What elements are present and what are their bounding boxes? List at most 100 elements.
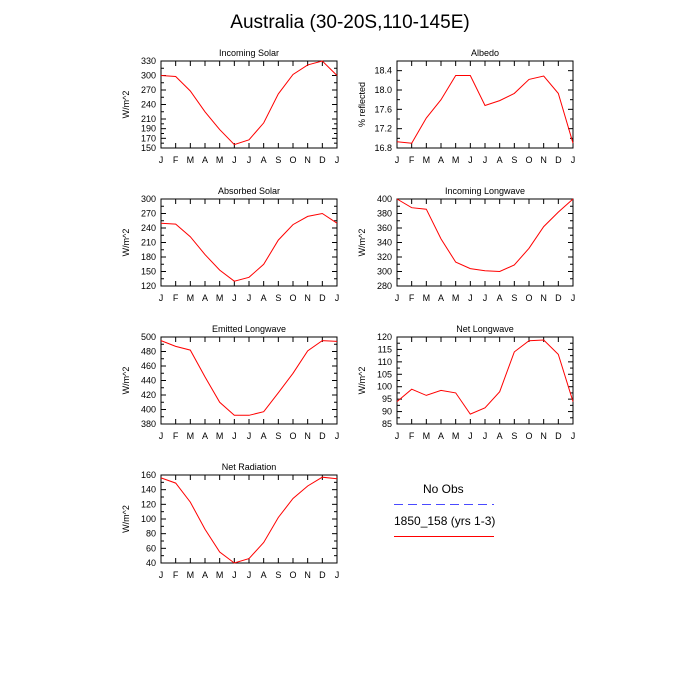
y-tick-label: 170 bbox=[141, 133, 156, 143]
x-tick-label: D bbox=[555, 293, 562, 303]
panel-title: Albedo bbox=[471, 48, 499, 58]
x-tick-label: J bbox=[247, 155, 252, 165]
x-tick-label: S bbox=[511, 293, 517, 303]
y-tick-label: 210 bbox=[141, 238, 156, 248]
x-tick-label: O bbox=[525, 431, 532, 441]
series-line bbox=[396, 75, 574, 144]
series-line bbox=[160, 340, 338, 416]
x-tick-label: D bbox=[319, 155, 326, 165]
plot-frame bbox=[396, 198, 574, 287]
x-tick-label: O bbox=[525, 155, 532, 165]
y-tick-label: 100 bbox=[141, 514, 156, 524]
x-tick-label: J bbox=[247, 293, 252, 303]
x-tick-label: J bbox=[468, 155, 473, 165]
x-tick-label: A bbox=[438, 431, 444, 441]
y-tick-label: 17.2 bbox=[374, 124, 392, 134]
y-tick-label: 160 bbox=[141, 470, 156, 480]
series-line bbox=[160, 476, 338, 564]
x-tick-label: M bbox=[187, 293, 195, 303]
x-tick-label: A bbox=[261, 293, 267, 303]
series-line bbox=[396, 198, 574, 273]
y-axis-label: W/m^2 bbox=[357, 367, 367, 395]
x-tick-label: J bbox=[395, 155, 400, 165]
plot-frame bbox=[160, 336, 338, 425]
x-tick-label: A bbox=[261, 431, 267, 441]
x-tick-label: N bbox=[304, 293, 311, 303]
y-tick-label: 270 bbox=[141, 209, 156, 219]
x-tick-label: J bbox=[159, 431, 164, 441]
y-axis-label: W/m^2 bbox=[121, 367, 131, 395]
y-tick-label: 100 bbox=[377, 382, 392, 392]
x-tick-label: O bbox=[289, 431, 296, 441]
series-line bbox=[160, 60, 338, 146]
y-tick-label: 17.6 bbox=[374, 104, 392, 114]
x-tick-label: A bbox=[438, 293, 444, 303]
y-tick-label: 380 bbox=[377, 209, 392, 219]
y-tick-label: 300 bbox=[141, 71, 156, 81]
page-title: Australia (30-20S,110-145E) bbox=[230, 12, 470, 33]
x-tick-label: J bbox=[335, 293, 340, 303]
x-tick-label: F bbox=[409, 431, 415, 441]
y-tick-label: 240 bbox=[141, 100, 156, 110]
x-tick-label: A bbox=[202, 155, 208, 165]
x-tick-label: N bbox=[540, 293, 547, 303]
y-tick-label: 270 bbox=[141, 85, 156, 95]
legend-obs-label: No Obs bbox=[423, 482, 464, 496]
y-tick-label: 330 bbox=[141, 56, 156, 66]
x-tick-label: J bbox=[395, 293, 400, 303]
y-tick-label: 110 bbox=[378, 357, 392, 367]
x-tick-label: S bbox=[275, 431, 281, 441]
x-tick-label: J bbox=[159, 293, 164, 303]
y-tick-label: 180 bbox=[141, 252, 156, 262]
x-tick-label: O bbox=[289, 155, 296, 165]
y-tick-label: 190 bbox=[141, 124, 156, 134]
y-tick-label: 85 bbox=[382, 419, 392, 429]
y-tick-label: 400 bbox=[141, 405, 156, 415]
x-tick-label: J bbox=[232, 155, 237, 165]
x-tick-label: A bbox=[497, 431, 503, 441]
x-tick-label: N bbox=[540, 431, 547, 441]
panel-title: Net Longwave bbox=[456, 324, 514, 334]
x-tick-label: M bbox=[216, 431, 224, 441]
x-tick-label: N bbox=[304, 570, 311, 580]
x-tick-label: N bbox=[304, 431, 311, 441]
y-tick-label: 420 bbox=[141, 390, 156, 400]
x-tick-label: J bbox=[335, 155, 340, 165]
x-tick-label: A bbox=[202, 431, 208, 441]
x-tick-label: S bbox=[511, 155, 517, 165]
x-tick-label: M bbox=[187, 155, 195, 165]
x-tick-label: J bbox=[571, 293, 576, 303]
chart-panel: Incoming Longwave W/m^2 280 300 320 340 360 380… bbox=[357, 186, 575, 303]
x-tick-label: M bbox=[423, 431, 431, 441]
x-tick-label: J bbox=[159, 570, 164, 580]
x-tick-label: A bbox=[497, 155, 503, 165]
y-tick-label: 500 bbox=[141, 332, 156, 342]
panel-title: Net Radiation bbox=[222, 462, 277, 472]
legend-swatches bbox=[394, 504, 494, 537]
y-tick-label: 16.8 bbox=[374, 143, 392, 153]
x-tick-label: J bbox=[571, 155, 576, 165]
x-tick-label: J bbox=[335, 431, 340, 441]
x-tick-label: J bbox=[232, 293, 237, 303]
x-tick-label: M bbox=[216, 293, 224, 303]
y-tick-label: 480 bbox=[141, 347, 156, 357]
y-tick-label: 120 bbox=[141, 281, 156, 291]
y-tick-label: 120 bbox=[377, 332, 392, 342]
y-tick-label: 105 bbox=[377, 369, 392, 379]
y-tick-label: 460 bbox=[141, 361, 156, 371]
x-tick-label: A bbox=[202, 293, 208, 303]
y-tick-label: 400 bbox=[377, 194, 392, 204]
x-tick-label: M bbox=[216, 570, 224, 580]
y-tick-label: 150 bbox=[141, 143, 156, 153]
y-tick-label: 18.4 bbox=[374, 66, 392, 76]
plot-frame bbox=[160, 474, 338, 564]
x-tick-label: F bbox=[173, 155, 179, 165]
y-tick-label: 240 bbox=[141, 223, 156, 233]
y-tick-label: 95 bbox=[382, 394, 392, 404]
x-tick-label: D bbox=[555, 431, 562, 441]
y-axis-label: W/m^2 bbox=[357, 229, 367, 257]
y-tick-label: 340 bbox=[377, 238, 392, 248]
x-tick-label: J bbox=[468, 293, 473, 303]
